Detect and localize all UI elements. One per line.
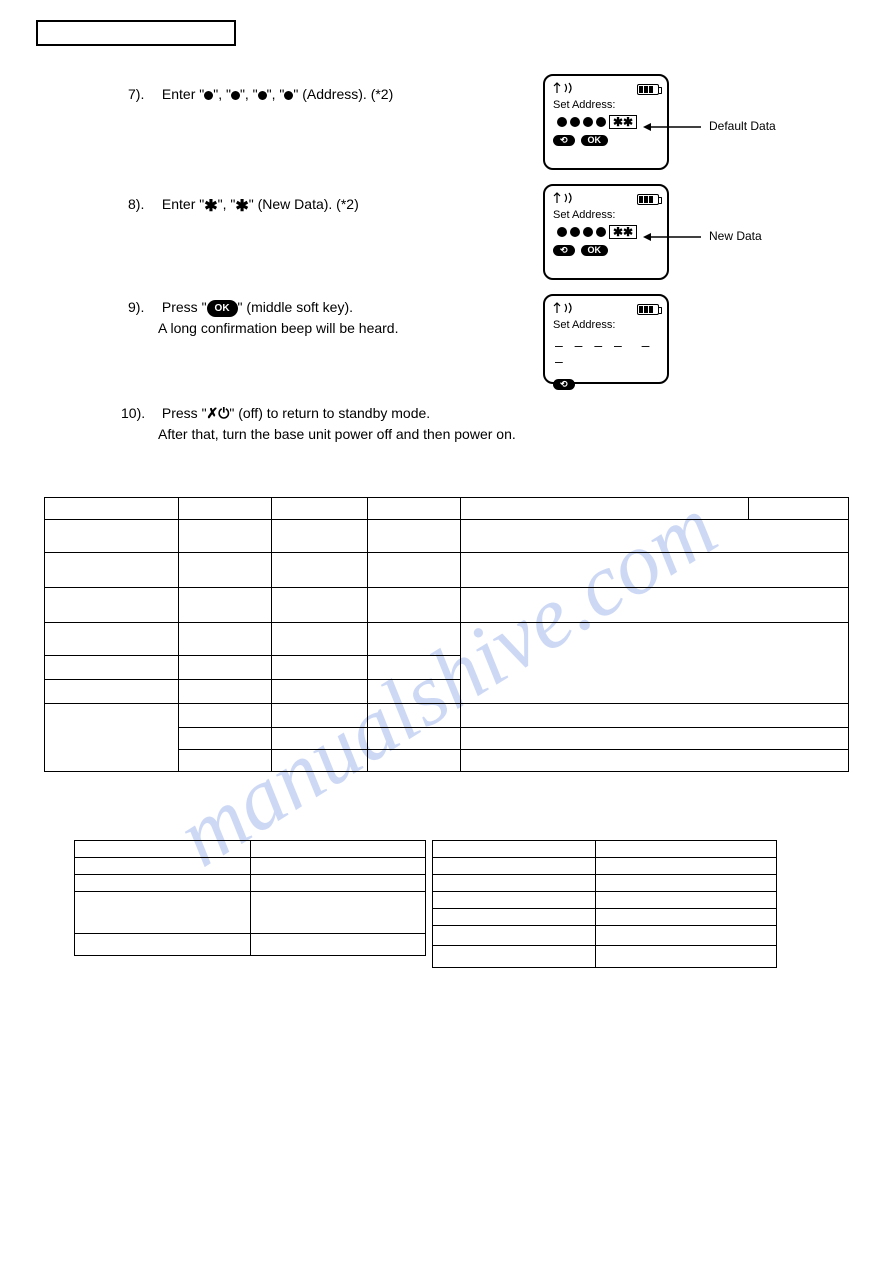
- step-9-line1: Press "OK" (middle soft key).: [162, 297, 353, 318]
- ok-softkey-icon: OK: [581, 245, 609, 256]
- step-7: 7). Enter "", "", "", "" (Address). (*2): [128, 84, 393, 105]
- step-9-line2: A long confirmation beep will be heard.: [158, 318, 398, 339]
- arrow-new: [643, 229, 703, 245]
- back-softkey-icon: ⟲: [553, 245, 575, 256]
- lcd-7-box: ✱✱: [609, 115, 637, 129]
- arrow-default: [643, 119, 703, 135]
- step-10: 10). Press "✗⏻" (off) to return to stand…: [121, 403, 516, 445]
- antenna-icon: [553, 302, 581, 317]
- ok-icon: OK: [207, 300, 238, 317]
- lcd-9-title: Set Address:: [553, 319, 659, 331]
- antenna-icon: [553, 192, 581, 207]
- lcd-7-title: Set Address:: [553, 99, 659, 111]
- lcd-9: Set Address: – – – – – – ⟲: [543, 294, 669, 384]
- back-softkey-icon: ⟲: [553, 379, 575, 390]
- corner-outline-box: [36, 20, 236, 46]
- table-1: [44, 497, 849, 772]
- lcd-8-box: ✱✱: [609, 225, 637, 239]
- step-10-line2: After that, turn the base unit power off…: [158, 424, 516, 445]
- step-8: 8). Enter "✱", "✱" (New Data). (*2): [128, 194, 359, 219]
- battery-icon: [637, 304, 659, 315]
- off-icon: ✗⏻: [207, 405, 230, 421]
- step-9-number: 9).: [128, 297, 158, 318]
- step-7-number: 7).: [128, 84, 158, 105]
- antenna-icon: [553, 82, 581, 97]
- step-8-text: Enter "✱", "✱" (New Data). (*2): [162, 194, 359, 219]
- ok-softkey-icon: OK: [581, 135, 609, 146]
- label-new-data: New Data: [709, 229, 762, 243]
- lcd-8-title: Set Address:: [553, 209, 659, 221]
- table-2-left: [74, 840, 426, 956]
- battery-icon: [637, 84, 659, 95]
- step-10-line1: Press "✗⏻" (off) to return to standby mo…: [162, 403, 430, 424]
- back-softkey-icon: ⟲: [553, 135, 575, 146]
- step-9: 9). Press "OK" (middle soft key). A long…: [128, 297, 398, 339]
- step-7-text: Enter "", "", "", "" (Address). (*2): [162, 84, 393, 105]
- step-10-number: 10).: [121, 403, 158, 424]
- label-default-data: Default Data: [709, 119, 776, 133]
- battery-icon: [637, 194, 659, 205]
- step-8-number: 8).: [128, 194, 158, 215]
- lcd-9-dashes: – – – – – –: [555, 337, 659, 369]
- table-2-right: [432, 840, 777, 968]
